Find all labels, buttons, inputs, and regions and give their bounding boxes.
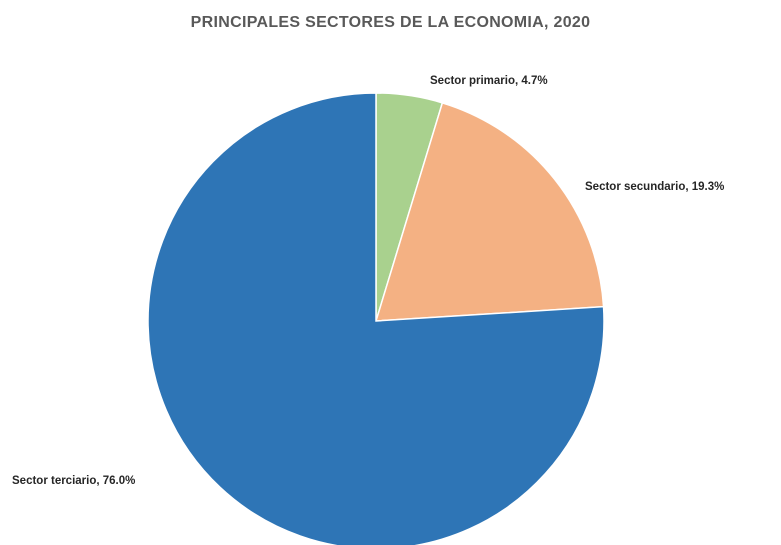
pie-slice-sector-secundario [374,101,605,322]
data-label-sector-secundario: Sector secundario, 19.3% [585,181,724,193]
data-label-sector-primario: Sector primario, 4.7% [430,75,548,87]
pie-slices [147,92,605,545]
pie-slice-sector-terciario [147,92,605,545]
pie-data-labels: Sector primario, 4.7% Sector secundario, … [12,75,724,487]
chart-title: PRINCIPALES SECTORES DE LA ECONOMIA, 202… [190,14,591,31]
data-label-sector-terciario: Sector terciario, 76.0% [12,475,135,487]
